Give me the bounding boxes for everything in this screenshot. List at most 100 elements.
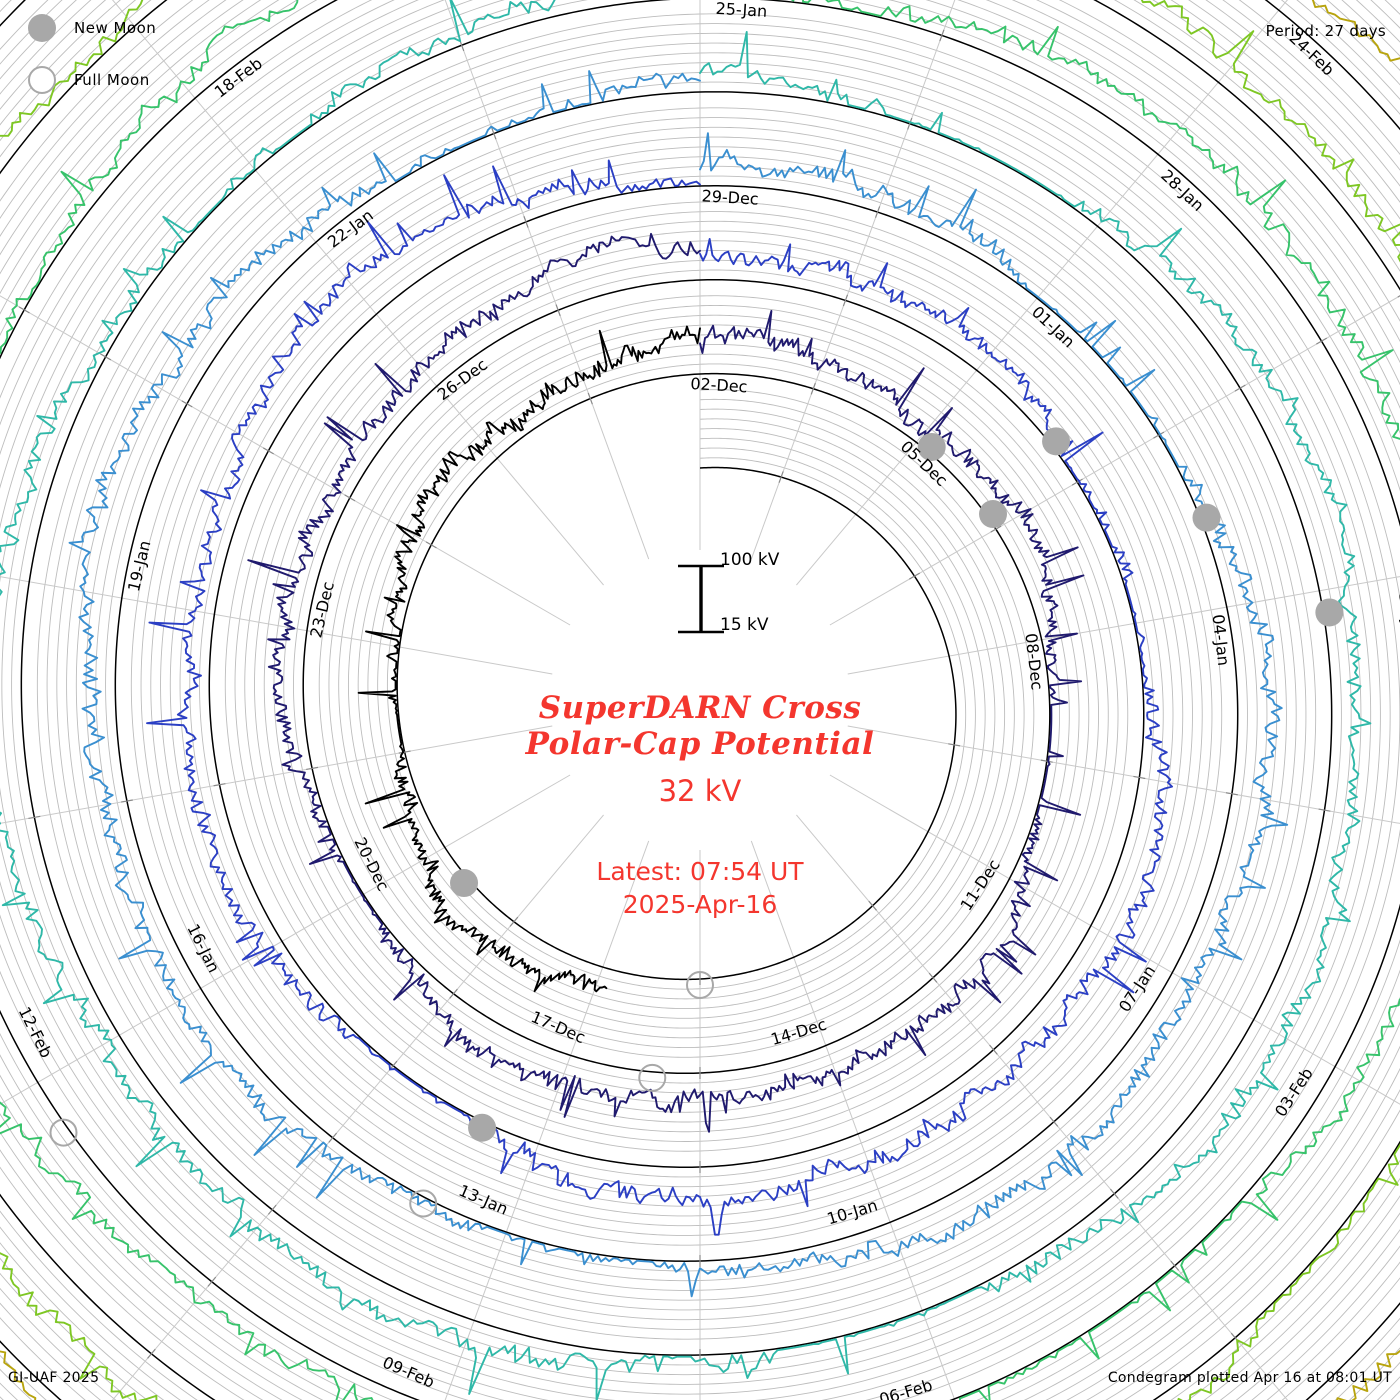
baseline-tick <box>874 206 881 218</box>
baseline-tick <box>1397 295 1400 298</box>
baseline-tick <box>842 294 849 307</box>
moon-markers <box>49 427 1344 1218</box>
baseline-tick <box>587 392 593 405</box>
baseline-tick <box>18 306 30 314</box>
baseline-tick <box>555 304 561 317</box>
amplitude-gridline <box>377 354 976 1000</box>
amplitude-gridline <box>189 166 1164 1188</box>
amplitude-gridline <box>318 295 1035 1058</box>
baseline-tick <box>778 471 784 483</box>
series-trace <box>357 325 701 993</box>
radial-gridline <box>796 814 1289 1400</box>
filled-circle-icon <box>28 14 56 42</box>
baseline-tick <box>306 766 319 771</box>
baseline-tick <box>928 972 938 983</box>
new-moon-marker <box>450 869 479 898</box>
radial-gridline <box>847 576 1400 675</box>
full-moon-marker <box>638 1063 667 1092</box>
radial-gridline <box>111 814 604 1400</box>
baseline-tick <box>810 382 816 395</box>
series-trace <box>146 159 1174 1236</box>
baseline-tick <box>1071 478 1083 486</box>
baseline-tick <box>1133 775 1146 780</box>
amplitude-gridline <box>254 230 1099 1123</box>
amplitude-gridline <box>46 23 1307 1330</box>
amplitude-gridline <box>66 42 1287 1311</box>
full-moon-marker <box>49 1118 78 1147</box>
baseline-tick <box>1225 792 1238 796</box>
baseline-tick <box>948 743 961 747</box>
spiral-date-label: 03-Feb <box>1271 1064 1317 1120</box>
spiral-date-label: 10-Jan <box>825 1196 880 1229</box>
new-moon-marker <box>1042 427 1071 456</box>
baseline-tick <box>425 541 437 549</box>
spiral-date-label: 06-Feb <box>877 1375 935 1400</box>
baseline-tick <box>344 494 356 502</box>
new-moon-marker <box>1192 503 1221 532</box>
baseline-tick <box>213 783 226 787</box>
radial-gridline <box>0 576 553 675</box>
legend-new-moon: New Moon <box>28 14 156 42</box>
spiral-date-label: 29-Dec <box>701 186 759 208</box>
baseline-tick <box>1153 431 1165 439</box>
baseline-tick <box>262 447 274 455</box>
amplitude-gridline <box>56 33 1297 1321</box>
baseline-tick <box>1109 1188 1119 1199</box>
baseline-tick <box>1170 1260 1180 1271</box>
legend-new-moon-label: New Moon <box>74 19 157 37</box>
full-moon-marker <box>686 971 714 999</box>
amplitude-gridline <box>140 117 1213 1236</box>
radial-gridline <box>444 840 650 1400</box>
band-baseline <box>302 279 1051 1075</box>
radial-gridline <box>750 0 956 560</box>
baseline-tick <box>509 916 519 927</box>
amplitude-gridline <box>199 175 1154 1178</box>
baseline-tick <box>120 799 133 803</box>
baseline-tick <box>1316 337 1328 345</box>
amplitude-gridline <box>328 305 1025 1049</box>
spiral-date-label: 13-Jan <box>456 1181 511 1219</box>
spiral-date-label: 11-Dec <box>957 856 1004 914</box>
baseline-tick <box>908 572 920 580</box>
band-baseline <box>396 373 957 981</box>
baseline-tick <box>28 815 41 819</box>
open-circle-icon <box>28 66 56 94</box>
baseline-tick <box>181 400 193 408</box>
radial-gridline <box>111 0 604 586</box>
baseline-tick <box>449 988 458 999</box>
baseline-tick <box>1049 1116 1059 1127</box>
amplitude-gridline <box>357 334 996 1019</box>
credit-left: GI-UAF 2025 <box>8 1370 100 1386</box>
new-moon-marker <box>468 1113 497 1142</box>
spiral-date-label: 25-Jan <box>715 0 768 21</box>
spiral-date-label: 02-Dec <box>690 374 748 396</box>
series-trace <box>247 232 1085 1133</box>
legend-full-moon: Full Moon <box>28 66 150 94</box>
baseline-tick <box>939 29 945 42</box>
radial-gridline <box>0 295 571 626</box>
radial-gridline <box>750 840 956 1400</box>
baseline-tick <box>1234 384 1246 392</box>
new-moon-marker <box>1315 598 1344 627</box>
baseline-tick <box>100 353 112 361</box>
baseline-tick <box>868 900 877 911</box>
baseline-tick <box>523 216 529 228</box>
spiral-date-label: 08-Dec <box>1021 632 1046 691</box>
new-moon-marker <box>917 432 946 461</box>
series-trace <box>68 70 1289 1298</box>
baseline-tick <box>1040 759 1053 763</box>
legend-full-moon-label: Full Moon <box>74 71 150 89</box>
baseline-tick <box>328 1132 337 1143</box>
radial-gridline <box>0 725 553 824</box>
radial-gridline <box>444 0 650 560</box>
baseline-tick <box>1318 808 1331 812</box>
